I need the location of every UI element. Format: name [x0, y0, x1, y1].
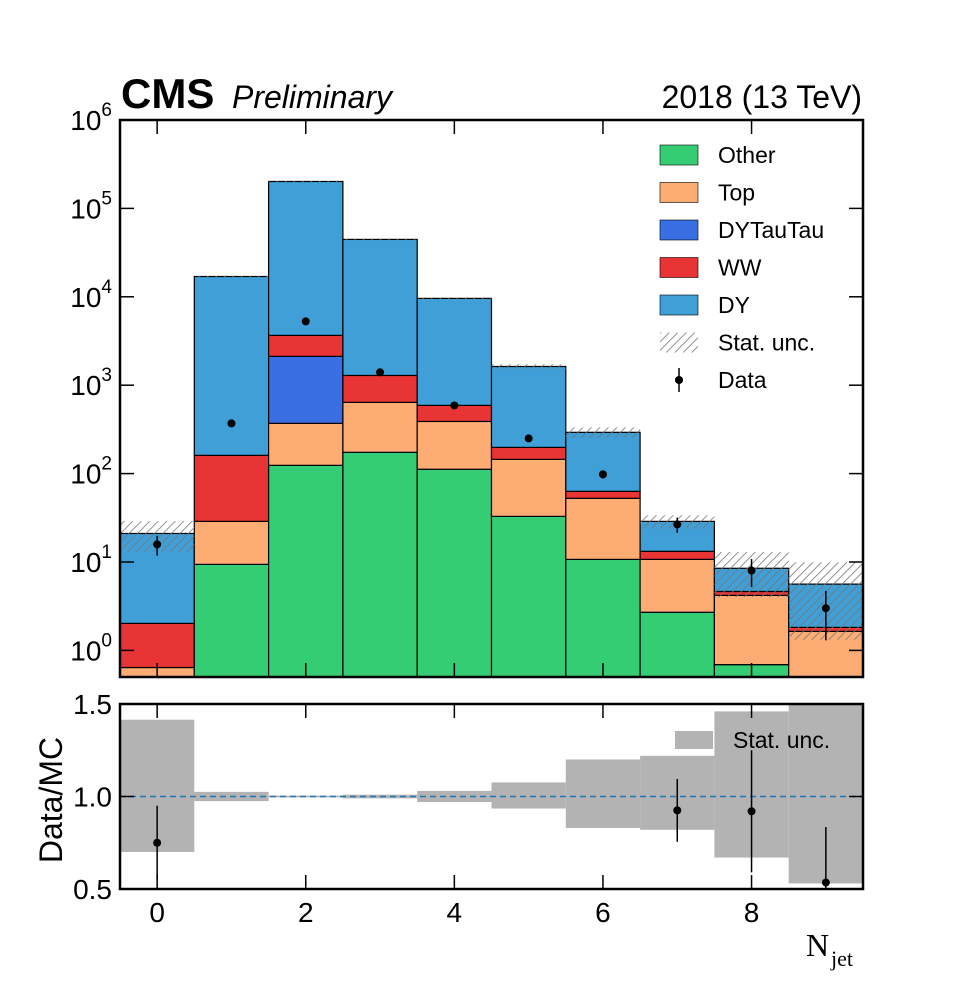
y-tick-label: 103: [70, 365, 112, 401]
ratio-unc-band: [565, 759, 641, 828]
data-point: [821, 604, 830, 613]
stat-unc-band: [268, 180, 343, 183]
stack-segment: [416, 468, 493, 677]
stack-segment: [268, 464, 344, 677]
y-tick-label: 102: [70, 454, 112, 490]
ratio-point: [821, 878, 830, 887]
ratio-unc-band: [491, 782, 566, 809]
stat-unc-band: [342, 238, 418, 241]
x-axis-label: N: [806, 927, 829, 963]
x-tick-label: 6: [595, 897, 611, 928]
legend-label: Data: [718, 367, 767, 393]
stack-segment: [342, 374, 418, 403]
data-point: [747, 566, 756, 575]
data-point: [450, 401, 459, 410]
main-plot-area: [120, 180, 863, 677]
stack-segment: [416, 297, 493, 406]
x-tick-label: 0: [149, 897, 165, 928]
stat-unc-band: [565, 427, 641, 438]
stack-segment: [268, 355, 344, 424]
y-tick-label: 105: [70, 188, 112, 224]
axes: 100 101 102 103 104 105 106 Other Top DYTauTau WW D…: [70, 100, 865, 928]
ratio-y-tick-label: 1.0: [73, 782, 112, 813]
stat-unc-band: [194, 275, 269, 278]
y-tick-label: 104: [70, 277, 112, 313]
stack-segment: [268, 180, 344, 336]
stack-segment: [268, 334, 344, 357]
ratio-y-tick-label: 0.5: [73, 874, 112, 905]
stack-segment: [342, 401, 418, 453]
legend-swatch: [659, 294, 699, 316]
stack-segment: [342, 451, 418, 677]
ratio-y-label: Data/MC: [33, 737, 69, 863]
ratio-y-tick-label: 1.5: [73, 689, 112, 720]
legend-swatch: [659, 144, 699, 166]
ratio-plot-area: [120, 704, 863, 889]
data-point: [376, 368, 385, 377]
legend-label: Top: [718, 180, 755, 206]
stack-segment: [713, 594, 790, 666]
stack-segment: [490, 365, 567, 449]
x-axis-label-subscript: jet: [830, 946, 853, 971]
y-tick-label: 101: [70, 542, 112, 578]
ratio-legend-label: Stat. unc.: [733, 727, 830, 753]
stack-segment: [268, 422, 344, 466]
x-tick-label: 4: [447, 897, 463, 928]
status-label: Preliminary: [232, 79, 394, 115]
legend-marker: [675, 376, 683, 384]
x-tick-label: 2: [298, 897, 314, 928]
energy-label: 2018 (13 TeV): [662, 79, 862, 115]
x-tick-label: 8: [744, 897, 760, 928]
stat-unc-band: [491, 364, 566, 369]
ratio-point: [153, 838, 162, 847]
stack-segment: [490, 458, 567, 517]
stack-segment: [639, 558, 715, 613]
stack-segment: [565, 497, 641, 560]
stack-segment: [490, 515, 567, 677]
data-point: [524, 434, 533, 443]
legend-label: DY: [718, 292, 750, 318]
stack-segment: [639, 611, 715, 677]
data-point: [153, 540, 162, 549]
legend-swatch: [659, 219, 699, 241]
ratio-point: [673, 806, 682, 815]
stat-unc-band: [417, 297, 492, 300]
stack-segment: [639, 550, 715, 560]
stack-segment: [565, 490, 641, 499]
ratio-point: [747, 807, 756, 816]
y-tick-label: 106: [70, 100, 112, 136]
stack-segment: [193, 275, 270, 456]
data-point: [227, 419, 236, 428]
legend-label: WW: [718, 255, 762, 281]
stack-segment: [416, 420, 493, 470]
stack-segment: [193, 454, 270, 522]
legend-label: Stat. unc.: [718, 330, 815, 356]
stack-segment: [490, 446, 567, 460]
data-point: [301, 317, 310, 326]
legend-swatch: [659, 257, 699, 278]
legend-swatch: [659, 182, 699, 203]
legend-label: DYTauTau: [718, 217, 824, 243]
stack-segment: [193, 563, 270, 677]
stack-segment: [565, 431, 641, 492]
y-tick-label: 100: [70, 630, 112, 666]
legend-label: Other: [718, 142, 776, 168]
stack-segment: [342, 238, 418, 377]
main-frame: [118, 118, 865, 679]
stack-segment: [120, 622, 195, 669]
ratio-legend-swatch: [675, 731, 713, 749]
stack-segment: [193, 520, 270, 565]
legend-swatch: [660, 332, 698, 353]
experiment-label: CMS: [121, 70, 214, 117]
stack-segment: [565, 558, 641, 677]
data-point: [673, 520, 682, 529]
data-point: [598, 470, 607, 479]
